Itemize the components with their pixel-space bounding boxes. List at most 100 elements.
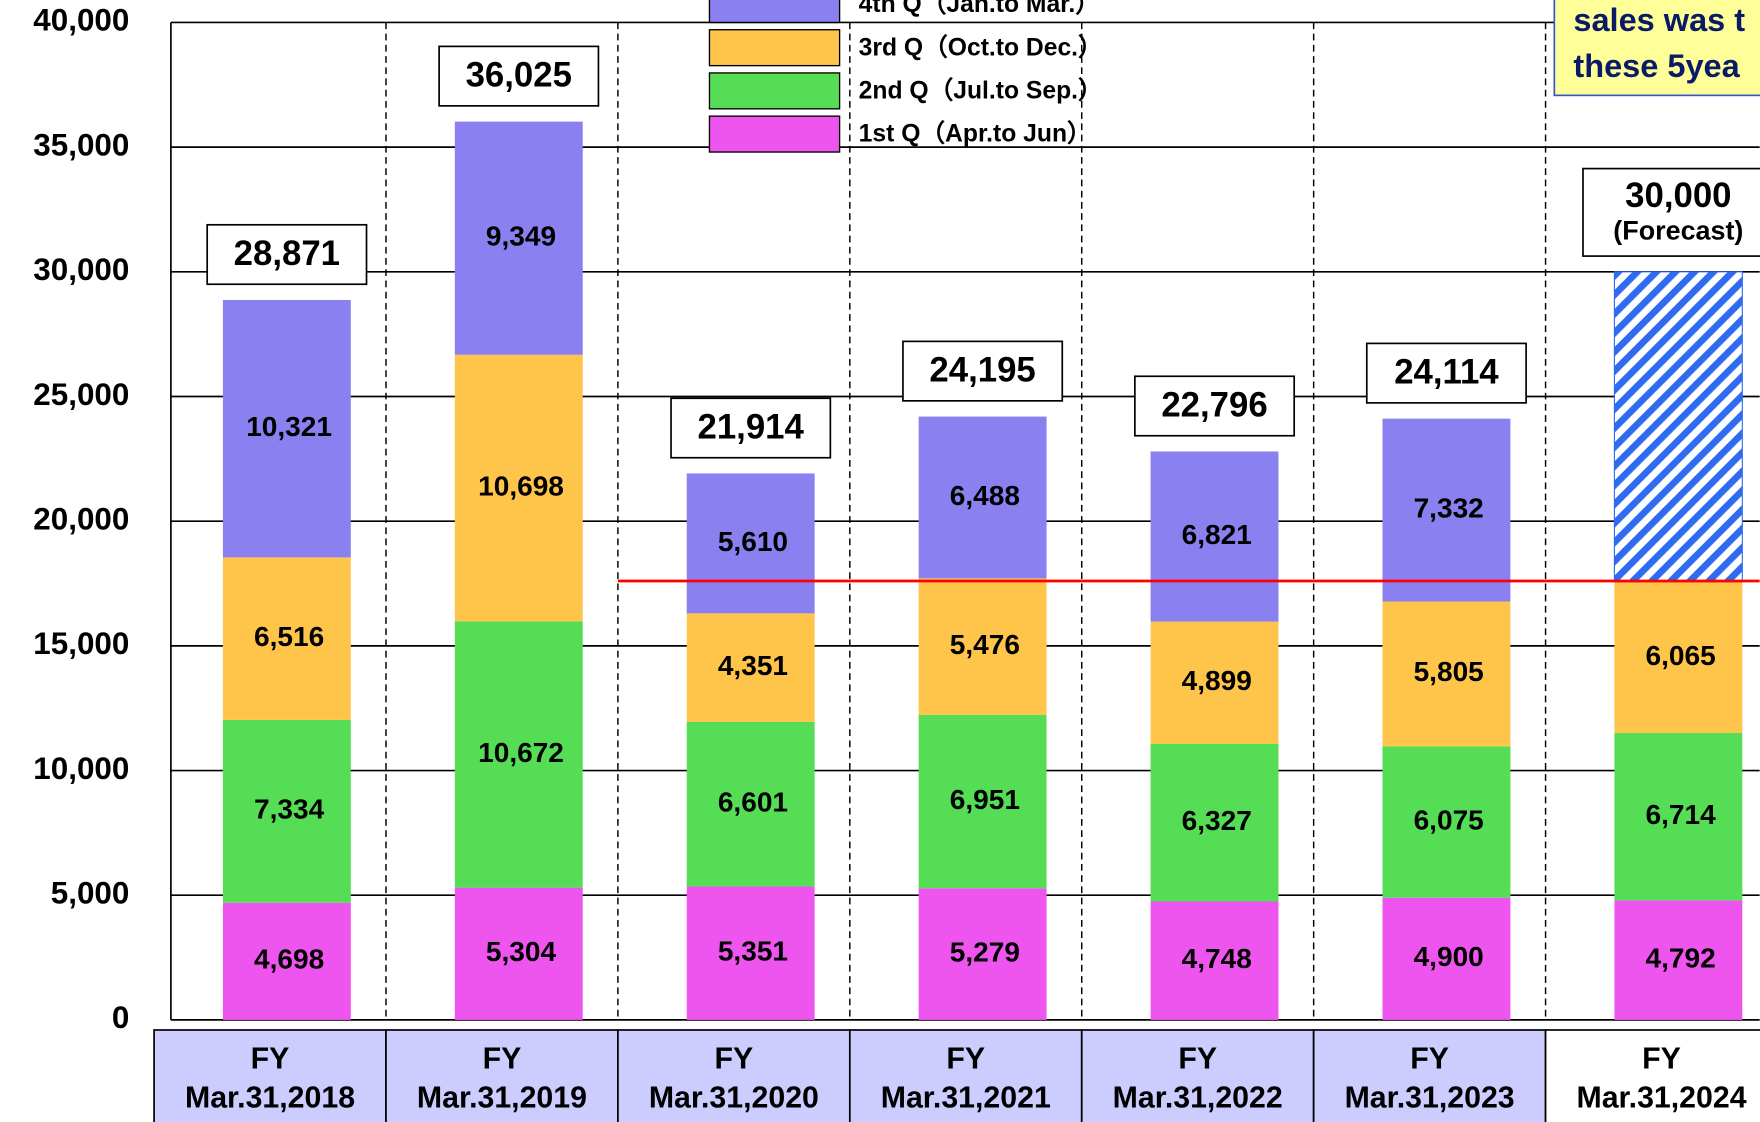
total-label: 36,025 <box>466 56 572 94</box>
bar-segment <box>222 557 351 720</box>
total-label: 28,871 <box>234 235 340 273</box>
bar-segment <box>1382 601 1511 747</box>
total-label: 21,914 <box>698 408 805 446</box>
data-label: 6,821 <box>1182 519 1252 550</box>
bar-segment <box>918 714 1047 889</box>
data-label: 6,714 <box>1646 799 1717 830</box>
data-label: 10,672 <box>478 737 564 768</box>
x-tick-label: FY <box>1642 1042 1681 1075</box>
data-label: 4,899 <box>1182 665 1252 696</box>
bar-segment <box>454 354 583 622</box>
forecast-segment <box>1613 271 1743 583</box>
data-label: 6,065 <box>1646 640 1716 671</box>
legend-swatch <box>708 72 841 110</box>
bar-segment <box>1150 451 1279 622</box>
data-label: 5,476 <box>950 629 1020 660</box>
y-tick-label: 5,000 <box>51 876 130 911</box>
total-box <box>1365 342 1527 404</box>
bar-segment <box>222 719 351 903</box>
total-box <box>438 45 600 107</box>
data-label: 7,334 <box>254 794 325 825</box>
legend-label: 3rd Q（Oct.to Dec.） <box>859 32 1103 61</box>
bar-segment <box>222 902 351 1020</box>
bar-segment <box>454 621 583 888</box>
bar-segment <box>1382 746 1511 898</box>
data-label: 6,075 <box>1414 804 1484 835</box>
bar-segment <box>918 888 1047 1020</box>
bar-segment <box>1382 897 1511 1020</box>
data-label: 5,610 <box>718 526 788 557</box>
x-tick-label: Mar.31,2018 <box>185 1082 355 1115</box>
category-cell <box>1544 1029 1760 1122</box>
total-label: 24,195 <box>929 351 1035 389</box>
bar-segment <box>1150 621 1279 744</box>
total-box <box>206 223 368 286</box>
bar-segment <box>454 887 583 1020</box>
bar-segment <box>918 416 1047 579</box>
bar-segment <box>686 613 815 722</box>
total-box <box>1134 375 1296 437</box>
data-label: 4,351 <box>718 650 788 681</box>
data-label: 6,516 <box>254 621 324 652</box>
bar-segment <box>686 721 815 887</box>
data-label: 6,327 <box>1182 805 1252 836</box>
data-label: 9,349 <box>486 221 556 252</box>
category-cell <box>617 1029 851 1122</box>
y-tick-label: 20,000 <box>33 501 129 536</box>
x-tick-label: Mar.31,2024 <box>1576 1082 1746 1115</box>
data-label: 4,698 <box>254 944 324 975</box>
total-box <box>670 397 832 459</box>
total-box <box>902 340 1064 402</box>
bar-segment <box>222 300 351 558</box>
bar-segment <box>1614 732 1743 901</box>
bar-segment <box>1614 900 1743 1020</box>
legend-label: 2nd Q（Jul.to Sep.） <box>859 76 1103 105</box>
x-tick-label: Mar.31,2023 <box>1345 1082 1515 1115</box>
bar-segment <box>686 886 815 1020</box>
legend-label: 4th Q（Jan.to Mar.） <box>859 0 1100 18</box>
y-tick-label: 0 <box>112 1000 129 1035</box>
legend-label: 1st Q（Apr.to Jun） <box>859 119 1092 148</box>
category-cell <box>153 1029 387 1122</box>
total-label: 30,000 <box>1625 177 1731 215</box>
data-label: 4,900 <box>1414 941 1484 972</box>
x-tick-label: FY <box>1410 1042 1449 1075</box>
category-cell <box>1080 1029 1315 1122</box>
data-label: 4,792 <box>1646 943 1716 974</box>
y-tick-label: 35,000 <box>33 127 129 162</box>
data-label: 7,332 <box>1414 492 1484 523</box>
annotation-text: sales was t <box>1573 2 1745 38</box>
data-label: 6,951 <box>950 784 1020 815</box>
bar-segment <box>454 121 583 355</box>
bar-segment <box>1150 901 1279 1020</box>
x-tick-label: Mar.31,2021 <box>881 1082 1051 1115</box>
y-tick-label: 30,000 <box>33 252 129 287</box>
data-label: 6,601 <box>718 787 788 818</box>
total-box <box>1582 167 1760 257</box>
x-tick-label: FY <box>251 1042 290 1075</box>
bar-segment <box>918 578 1047 715</box>
legend-swatch <box>708 0 841 24</box>
x-tick-label: Mar.31,2019 <box>417 1082 587 1115</box>
y-tick-label: 10,000 <box>33 751 129 786</box>
data-label: 10,698 <box>478 471 564 502</box>
category-cell <box>848 1029 1083 1122</box>
legend-swatch <box>708 29 841 67</box>
x-tick-label: Mar.31,2020 <box>649 1082 819 1115</box>
category-cell <box>385 1029 619 1122</box>
bar-segment <box>1382 418 1511 602</box>
bar-segment <box>686 473 815 614</box>
annotation-box <box>1553 0 1760 97</box>
data-label: 6,488 <box>950 480 1020 511</box>
y-tick-label: 15,000 <box>33 626 129 661</box>
x-tick-label: Mar.31,2022 <box>1113 1082 1283 1115</box>
x-tick-label: FY <box>946 1042 985 1075</box>
y-tick-label: 40,000 <box>33 3 129 38</box>
data-label: 5,304 <box>486 936 557 967</box>
bar-segment <box>1614 581 1743 733</box>
forecast-label: (Forecast) <box>1613 216 1743 246</box>
x-tick-label: FY <box>483 1042 522 1075</box>
bar-segment <box>1150 743 1279 902</box>
